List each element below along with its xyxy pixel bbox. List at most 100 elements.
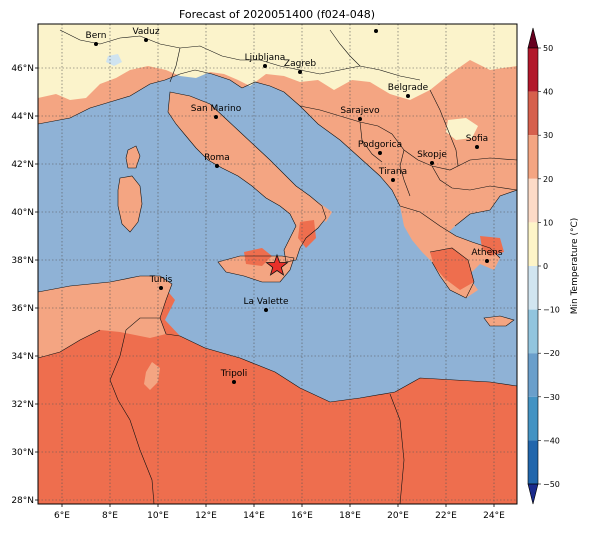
y-tick-label: 42°N — [11, 160, 34, 170]
colorbar-extend-bottom — [527, 483, 539, 505]
colorbar-segment — [528, 266, 538, 310]
colorbar-segment — [528, 222, 538, 266]
colorbar-segment — [528, 178, 538, 223]
hot-patch-tyrrhenian — [244, 248, 272, 266]
city-dot — [358, 117, 362, 121]
x-tick-label: 10°E — [147, 511, 169, 521]
colorbar-extend-top — [527, 27, 539, 49]
libya-warm-patch — [144, 362, 160, 390]
city-label: Zagreb — [284, 59, 316, 69]
city-label: Belgrade — [388, 83, 429, 93]
city-dot — [430, 161, 434, 165]
mild-patch-balkans — [446, 118, 478, 140]
x-tick-label: 8°E — [102, 511, 118, 521]
colorbar-tick-label: 20 — [543, 175, 553, 184]
hot-patch-calabria — [298, 220, 316, 248]
italy-land — [168, 92, 326, 262]
colorbar: 50 40 30 20 10 0 −10 −20 −30 −40 −50 — [527, 27, 560, 505]
city-label: La Valette — [244, 297, 289, 307]
y-tick-label: 40°N — [11, 208, 34, 218]
city-dot — [475, 145, 479, 149]
colorbar-segment — [528, 135, 538, 179]
x-tick-label: 20°E — [387, 511, 409, 521]
x-tick-label: 24°E — [483, 511, 505, 521]
city-label: Bern — [86, 31, 107, 41]
marker-star — [265, 253, 289, 276]
y-tick-label: 34°N — [11, 352, 34, 362]
city-label: Athens — [471, 248, 502, 258]
hot-patch-aegean — [480, 236, 504, 256]
city-dot — [94, 42, 98, 46]
y-tick-label: 28°N — [11, 496, 34, 506]
city-dot — [298, 70, 302, 74]
city-dot — [406, 94, 410, 98]
x-axis: 6°E 8°E 10°E 12°E 14°E 16°E 18°E 20°E 22°E 24°E — [54, 504, 505, 521]
city-label: Tripoli — [220, 369, 248, 379]
country-borders — [38, 29, 517, 504]
city-label: Vaduz — [132, 27, 159, 37]
colorbar-tick-label: −20 — [543, 349, 560, 358]
city-dot — [232, 380, 236, 384]
map-frame — [37, 23, 518, 505]
colorbar-segment — [528, 91, 538, 136]
colorbar-tick-label: 30 — [543, 131, 553, 140]
city-dot — [264, 308, 268, 312]
colorbar-tick-label: 10 — [543, 218, 553, 227]
corsica-land — [126, 146, 140, 168]
x-tick-label: 12°E — [195, 511, 217, 521]
city-dot — [159, 286, 163, 290]
city-dot — [263, 64, 267, 68]
y-tick-label: 38°N — [11, 256, 34, 266]
y-tick-label: 36°N — [11, 304, 34, 314]
city-dot — [214, 115, 218, 119]
city-label: Skopje — [417, 150, 447, 160]
colorbar-segment — [528, 309, 538, 354]
colorbar-segment — [528, 353, 538, 397]
colorbar-tick-label: 40 — [543, 88, 553, 97]
mild-patch-hungary — [340, 28, 400, 54]
colorbar-tick-label: 50 — [543, 44, 553, 53]
tunisia-coast-land — [38, 276, 172, 358]
city-label: San Marino — [191, 104, 242, 114]
city-label: Ljubljana — [245, 53, 286, 63]
figure-title: Forecast of 2020051400 (f024-048) — [179, 8, 375, 21]
y-axis: 46°N 44°N 42°N 40°N 38°N 36°N 34°N 32°N 30°N 28°N — [11, 64, 38, 506]
city-label: Tirana — [378, 167, 407, 177]
crete-land — [484, 316, 514, 326]
city-label: Sarajevo — [340, 106, 380, 116]
y-tick-label: 32°N — [11, 400, 34, 410]
colorbar-tick-label: −40 — [543, 436, 560, 445]
colorbar-tick-label: −30 — [543, 393, 560, 402]
x-tick-label: 6°E — [54, 511, 70, 521]
colorbar-segment — [528, 396, 538, 441]
x-tick-label: 16°E — [291, 511, 313, 521]
city-dot — [374, 29, 378, 33]
colorbar-tick-label: 0 — [543, 262, 548, 271]
x-tick-label: 22°E — [435, 511, 457, 521]
city-dot — [485, 259, 489, 263]
y-tick-label: 30°N — [11, 448, 34, 458]
colorbar-segment — [528, 48, 538, 92]
city-label: Tunis — [149, 275, 173, 285]
colorbar-label: Min Temperature (°C) — [570, 218, 580, 315]
hot-patch-peloponnese — [430, 248, 474, 290]
colorbar-tick-label: −10 — [543, 306, 560, 315]
star-icon — [265, 253, 289, 276]
colorbar-segment — [528, 440, 538, 484]
city-label: Podgorica — [358, 140, 402, 150]
italy-heel-land — [300, 196, 332, 222]
city-dot — [215, 164, 219, 168]
city-label: Sofia — [466, 134, 488, 144]
city-dot — [378, 151, 382, 155]
city-label: Budapest — [355, 16, 398, 26]
x-tick-label: 18°E — [339, 511, 361, 521]
y-tick-label: 46°N — [11, 64, 34, 74]
x-tick-label: 14°E — [243, 511, 265, 521]
city-label: Roma — [204, 153, 230, 163]
colorbar-tick-label: −50 — [543, 480, 560, 489]
y-tick-label: 44°N — [11, 112, 34, 122]
sardinia-land — [118, 176, 142, 232]
